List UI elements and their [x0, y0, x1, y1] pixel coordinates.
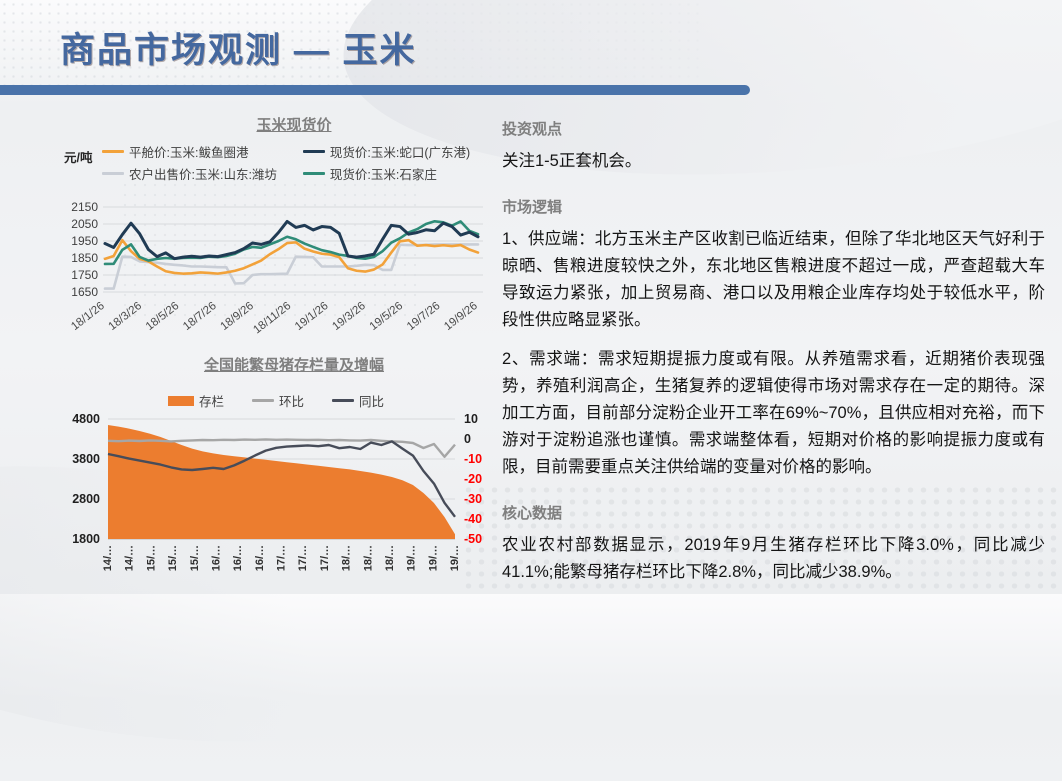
legend-line-marker	[251, 399, 274, 402]
x-axis-tick-label: 14/…	[124, 545, 136, 571]
right-axis-tick-label: -30	[464, 492, 482, 506]
right-axis-tick-label: 10	[464, 412, 478, 426]
x-axis-tick-label: 15/…	[167, 545, 179, 571]
right-axis-tick-label: -40	[464, 512, 482, 526]
x-axis-tick-label: 19/9/26	[442, 300, 480, 333]
legend-item: 同比	[332, 391, 384, 410]
x-axis-tick-label: 18/3/26	[107, 300, 145, 333]
x-axis-tick-label: 19/…	[406, 545, 418, 571]
inventory-area-series	[108, 425, 455, 539]
legend-line-marker	[102, 172, 124, 175]
legend-label: 环比	[278, 395, 304, 409]
x-axis-tick-label: 15/…	[189, 545, 201, 571]
x-axis-tick-label: 16/…	[210, 545, 222, 571]
y-axis-tick-label: 2150	[71, 200, 98, 214]
right-axis-tick-label: -50	[464, 532, 482, 546]
x-axis-tick-label: 16/…	[232, 545, 244, 571]
legend-area-swatch	[167, 395, 194, 406]
x-axis-tick-label: 15/…	[145, 545, 157, 571]
dot-pattern-mid	[120, 180, 420, 320]
legend-item: 平舱价:玉米:鲅鱼圈港	[102, 142, 277, 161]
legend-label: 现货价:玉米:石家庄	[329, 168, 437, 182]
x-axis-tick-label: 19/3/26	[330, 300, 368, 333]
y-axis-tick-label: 1850	[71, 251, 98, 265]
hex-dot-pattern-footer	[462, 484, 1062, 594]
investment-view-text: 关注1-5正套机会。	[502, 152, 642, 170]
legend-item: 环比	[251, 391, 304, 410]
chart2-legend: 存栏 环比 同比	[62, 391, 490, 410]
legend-label: 现货价:玉米:蛇口(广东港)	[329, 146, 471, 160]
legend-item: 现货价:玉米:石家庄	[302, 164, 470, 183]
left-axis-tick-label: 4800	[72, 412, 100, 426]
legend-item: 现货价:玉米:蛇口(广东港)	[302, 142, 471, 161]
market-logic-supply-paragraph: 1、供应端：北方玉米主产区收割已临近结束，但除了华北地区天气好利于晾晒、售粮进度…	[502, 230, 1045, 329]
corn-spot-price-chart-title: 玉米现货价	[256, 117, 332, 134]
chart1-unit-label: 元/吨	[64, 151, 93, 165]
series-line	[103, 219, 480, 261]
legend-line-marker	[302, 172, 325, 175]
series-line	[107, 440, 456, 518]
series-line	[103, 238, 480, 275]
header: 商品市场观测 — 玉米	[0, 0, 1062, 96]
legend-label: 农户出售价:玉米:山东:潍坊	[129, 168, 277, 182]
x-axis-tick-label: 14/…	[102, 545, 114, 571]
legend-line-marker	[102, 150, 124, 153]
series-line	[107, 438, 456, 458]
legend-line-marker	[332, 399, 354, 402]
legend-label: 存栏	[198, 395, 224, 409]
left-axis-tick-label: 1800	[72, 532, 100, 546]
left-axis-tick-label: 2800	[72, 492, 100, 506]
x-axis-tick-label: 19/7/26	[405, 300, 443, 333]
analysis-panel: 投资观点 关注1-5正套机会。 市场逻辑 1、供应端：北方玉米主产区收割已临近结…	[502, 118, 1045, 598]
y-axis-tick-label: 2050	[71, 217, 98, 231]
x-axis-tick-label: 17/…	[276, 545, 288, 571]
y-axis-tick-label: 1650	[71, 285, 98, 299]
x-axis-tick-label: 19/…	[427, 545, 439, 571]
section-heading-investment-view: 投资观点	[502, 121, 563, 138]
x-axis-tick-label: 17/…	[297, 545, 309, 571]
x-axis-tick-label: 18/5/26	[144, 300, 182, 333]
x-axis-tick-label: 16/…	[254, 545, 266, 571]
core-data-text: 农业农村部数据显示，2019年9月生猪存栏环比下降3.0%，同比减少41.1%;…	[502, 536, 1045, 581]
legend-label: 平舱价:玉米:鲅鱼圈港	[129, 146, 249, 160]
series-line	[103, 243, 480, 290]
series-line	[103, 219, 480, 266]
x-axis-tick-label: 18/7/26	[181, 300, 219, 333]
market-logic-demand-paragraph: 2、需求端：需求短期提振力度或有限。从养殖需求看，近期猪价表现强势，养殖利润高企…	[502, 350, 1045, 476]
section-heading-market-logic: 市场逻辑	[502, 199, 563, 216]
header-divider-bar	[0, 85, 750, 95]
sow-inventory-chart-title: 全国能繁母猪存栏量及增幅	[203, 357, 384, 374]
x-axis-tick-label: 19/…	[449, 545, 461, 571]
sow-inventory-chart-plot: 4800 3800 2800 1800 10 0 -10 -20 -30 -40 -50 14/… 14…	[72, 412, 482, 571]
y-axis-tick-label: 1750	[71, 268, 98, 282]
x-axis-tick-label: 18/1/26	[69, 300, 107, 333]
right-axis-tick-label: 0	[464, 432, 471, 446]
legend-line-marker	[302, 150, 325, 153]
right-axis-tick-label: -10	[464, 452, 482, 466]
left-axis-tick-label: 3800	[72, 452, 100, 466]
x-axis-tick-label: 18/9/26	[218, 300, 256, 333]
x-axis-tick-label: 17/…	[319, 545, 331, 571]
x-axis-tick-label: 19/1/26	[293, 300, 331, 333]
legend-item: 农户出售价:玉米:山东:潍坊	[102, 164, 277, 183]
chart1-legend: 平舱价:玉米:鲅鱼圈港 现货价:玉米:蛇口(广东港) 农户出售价:玉米:山东:潍坊 现…	[102, 142, 492, 183]
y-axis-tick-label: 1950	[71, 234, 98, 248]
legend-item: 存栏	[167, 391, 224, 410]
right-axis-tick-label: -20	[464, 472, 482, 486]
x-axis-tick-label: 18/…	[362, 545, 374, 571]
x-axis-tick-label: 19/5/26	[368, 300, 406, 333]
page-title: 商品市场观测 — 玉米	[60, 31, 417, 70]
section-heading-core-data: 核心数据	[502, 505, 563, 522]
x-axis-tick-label: 18/…	[341, 545, 353, 571]
legend-label: 同比	[359, 395, 385, 409]
x-axis-tick-label: 18/…	[384, 545, 396, 571]
x-axis-tick-label: 18/11/26	[251, 300, 293, 336]
